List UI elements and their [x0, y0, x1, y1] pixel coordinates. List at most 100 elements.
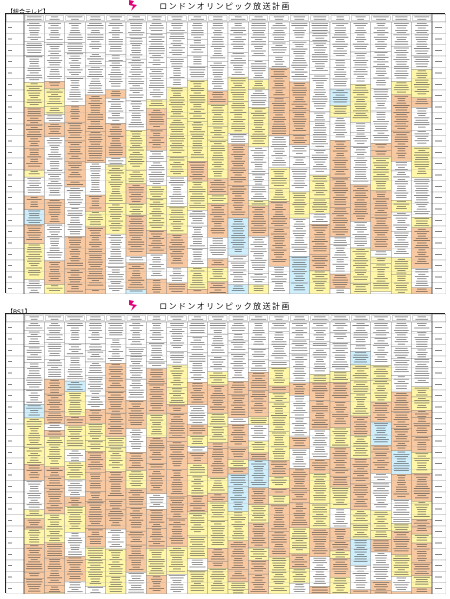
program-block-yellow: [350, 380, 371, 394]
program-block-orange: [207, 442, 229, 449]
program-block: [289, 339, 310, 354]
program-block-orange: [370, 217, 392, 251]
program-block: [289, 21, 310, 41]
schedule-sheet-general-tv: 【総合テレビ】 ロンドンオリンピック放送計画: [0, 0, 450, 295]
program-block-orange: [105, 509, 127, 530]
date-header-cell: [106, 15, 126, 21]
program-block-orange: [105, 363, 127, 392]
program-block: [227, 417, 249, 425]
program-block-yellow: [370, 263, 392, 292]
date-header-cell: [228, 315, 248, 321]
program-block: [187, 321, 208, 337]
program-block-orange: [105, 391, 127, 414]
program-block: [350, 156, 371, 185]
program-block-orange: [85, 472, 106, 492]
program-block-yellow: [370, 510, 392, 531]
program-block: [187, 209, 208, 227]
program-block-orange: [44, 122, 65, 138]
date-header-cell: [310, 315, 330, 321]
date-header-cell: [167, 15, 187, 21]
program-block-yellow: [44, 513, 65, 543]
program-block: [23, 480, 45, 510]
program-block-yellow: [23, 243, 45, 280]
program-block-yellow: [391, 274, 412, 294]
program-block-yellow: [370, 379, 392, 403]
program-block-orange: [85, 528, 106, 548]
date-header-cell: [249, 15, 268, 21]
program-block-orange: [391, 428, 412, 451]
program-block: [125, 255, 147, 263]
program-block-orange: [44, 379, 65, 395]
program-block: [370, 88, 392, 112]
date-header-cell: [290, 315, 309, 321]
program-block: [166, 574, 188, 594]
program-block: [105, 528, 127, 550]
program-block: [166, 321, 188, 328]
program-block-orange: [207, 548, 229, 562]
program-block-orange: [146, 528, 167, 549]
program-block-yellow: [370, 365, 392, 381]
program-block: [166, 351, 188, 366]
program-block-yellow: [207, 267, 229, 282]
program-block-yellow: [85, 558, 106, 587]
program-block-orange: [44, 557, 65, 586]
program-block: [207, 321, 229, 336]
program-block: [227, 473, 249, 488]
schedule-grid: [5, 13, 446, 294]
program-block: [105, 21, 127, 55]
date-header-cell: [147, 15, 166, 21]
program-block-yellow: [187, 180, 208, 211]
program-block: [44, 223, 65, 262]
program-block-orange: [125, 530, 147, 546]
program-block-orange: [64, 236, 86, 270]
program-block: [187, 352, 208, 383]
program-block-orange: [370, 150, 392, 158]
channel-label: 【総合テレビ】: [7, 9, 50, 16]
program-block: [289, 417, 310, 438]
program-block: [350, 221, 371, 249]
program-block-orange: [227, 185, 249, 219]
london-2012-logo-icon: [129, 300, 137, 311]
program-block-orange: [370, 445, 392, 453]
program-block: [23, 330, 45, 347]
program-block: [370, 337, 392, 366]
program-block-orange: [125, 544, 147, 573]
program-block-orange: [207, 384, 229, 414]
date-header-cell: [310, 15, 330, 21]
program-block-orange: [227, 467, 249, 475]
program-block-yellow: [166, 206, 188, 235]
program-block-orange: [146, 509, 167, 529]
program-block-orange: [309, 400, 331, 430]
program-block: [23, 404, 45, 419]
program-block: [309, 41, 331, 75]
program-block: [23, 176, 45, 197]
program-block-yellow: [411, 146, 433, 178]
program-block: [105, 61, 127, 90]
program-block-orange: [289, 553, 310, 569]
london-2012-logo-icon: [129, 0, 137, 11]
program-block: [370, 21, 392, 52]
program-block: [23, 21, 45, 42]
program-block-orange: [289, 468, 310, 491]
program-block-yellow: [187, 535, 208, 559]
program-block-orange: [370, 401, 392, 423]
program-block-yellow: [23, 417, 45, 448]
program-block: [329, 508, 351, 529]
program-block-orange: [370, 190, 392, 218]
program-block-orange: [329, 382, 351, 402]
program-block: [248, 60, 269, 80]
program-block-orange: [166, 441, 188, 470]
program-block-orange: [166, 496, 188, 519]
program-block: [268, 21, 290, 42]
program-block-yellow: [85, 422, 106, 441]
program-block: [248, 460, 269, 488]
program-block-yellow: [44, 88, 65, 107]
program-block-orange: [268, 385, 290, 393]
program-block-orange: [268, 460, 290, 477]
program-block: [391, 170, 412, 201]
program-block: [350, 351, 371, 366]
program-block: [44, 423, 65, 431]
date-header-cell: [412, 15, 432, 21]
program-block-yellow: [411, 69, 433, 98]
program-block: [350, 51, 371, 85]
